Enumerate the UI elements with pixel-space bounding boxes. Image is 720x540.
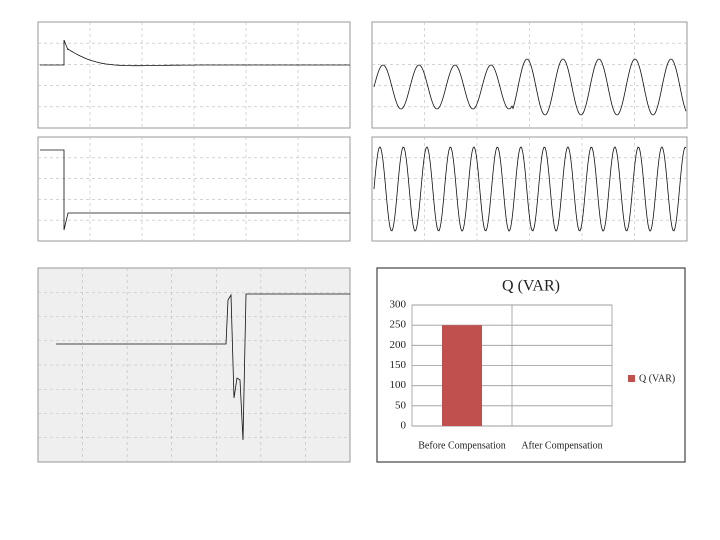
waveforms bbox=[38, 22, 687, 462]
plot-frame bbox=[371, 136, 688, 242]
y-tick-label: 250 bbox=[390, 319, 407, 331]
deco-wave bbox=[40, 149, 350, 231]
deco-wave bbox=[40, 39, 350, 67]
deco-wave bbox=[373, 58, 687, 116]
deco-wave bbox=[56, 293, 350, 441]
deco-wave bbox=[373, 146, 687, 232]
chart-title: Q (VAR) bbox=[502, 278, 560, 295]
chart-frame bbox=[376, 267, 686, 463]
y-tick-label: 150 bbox=[390, 359, 407, 371]
y-tick-label: 0 bbox=[401, 420, 407, 432]
y-tick-label: 100 bbox=[390, 379, 407, 391]
legend-swatch bbox=[628, 375, 635, 382]
y-tick-label: 200 bbox=[390, 339, 407, 351]
bar-chart: 0 50 100 150 200 250 300 Before Compensation Aft… bbox=[390, 299, 676, 452]
y-tick-label: 300 bbox=[390, 299, 407, 311]
plot-frame bbox=[37, 136, 351, 242]
y-tick-label: 50 bbox=[395, 399, 407, 411]
x-tick-label: Before Compensation bbox=[418, 440, 505, 451]
plot-frame bbox=[37, 21, 351, 129]
legend-label: Q (VAR) bbox=[639, 373, 675, 384]
bar bbox=[442, 325, 482, 426]
x-tick-label: After Compensation bbox=[521, 440, 602, 451]
panels bbox=[37, 21, 688, 463]
